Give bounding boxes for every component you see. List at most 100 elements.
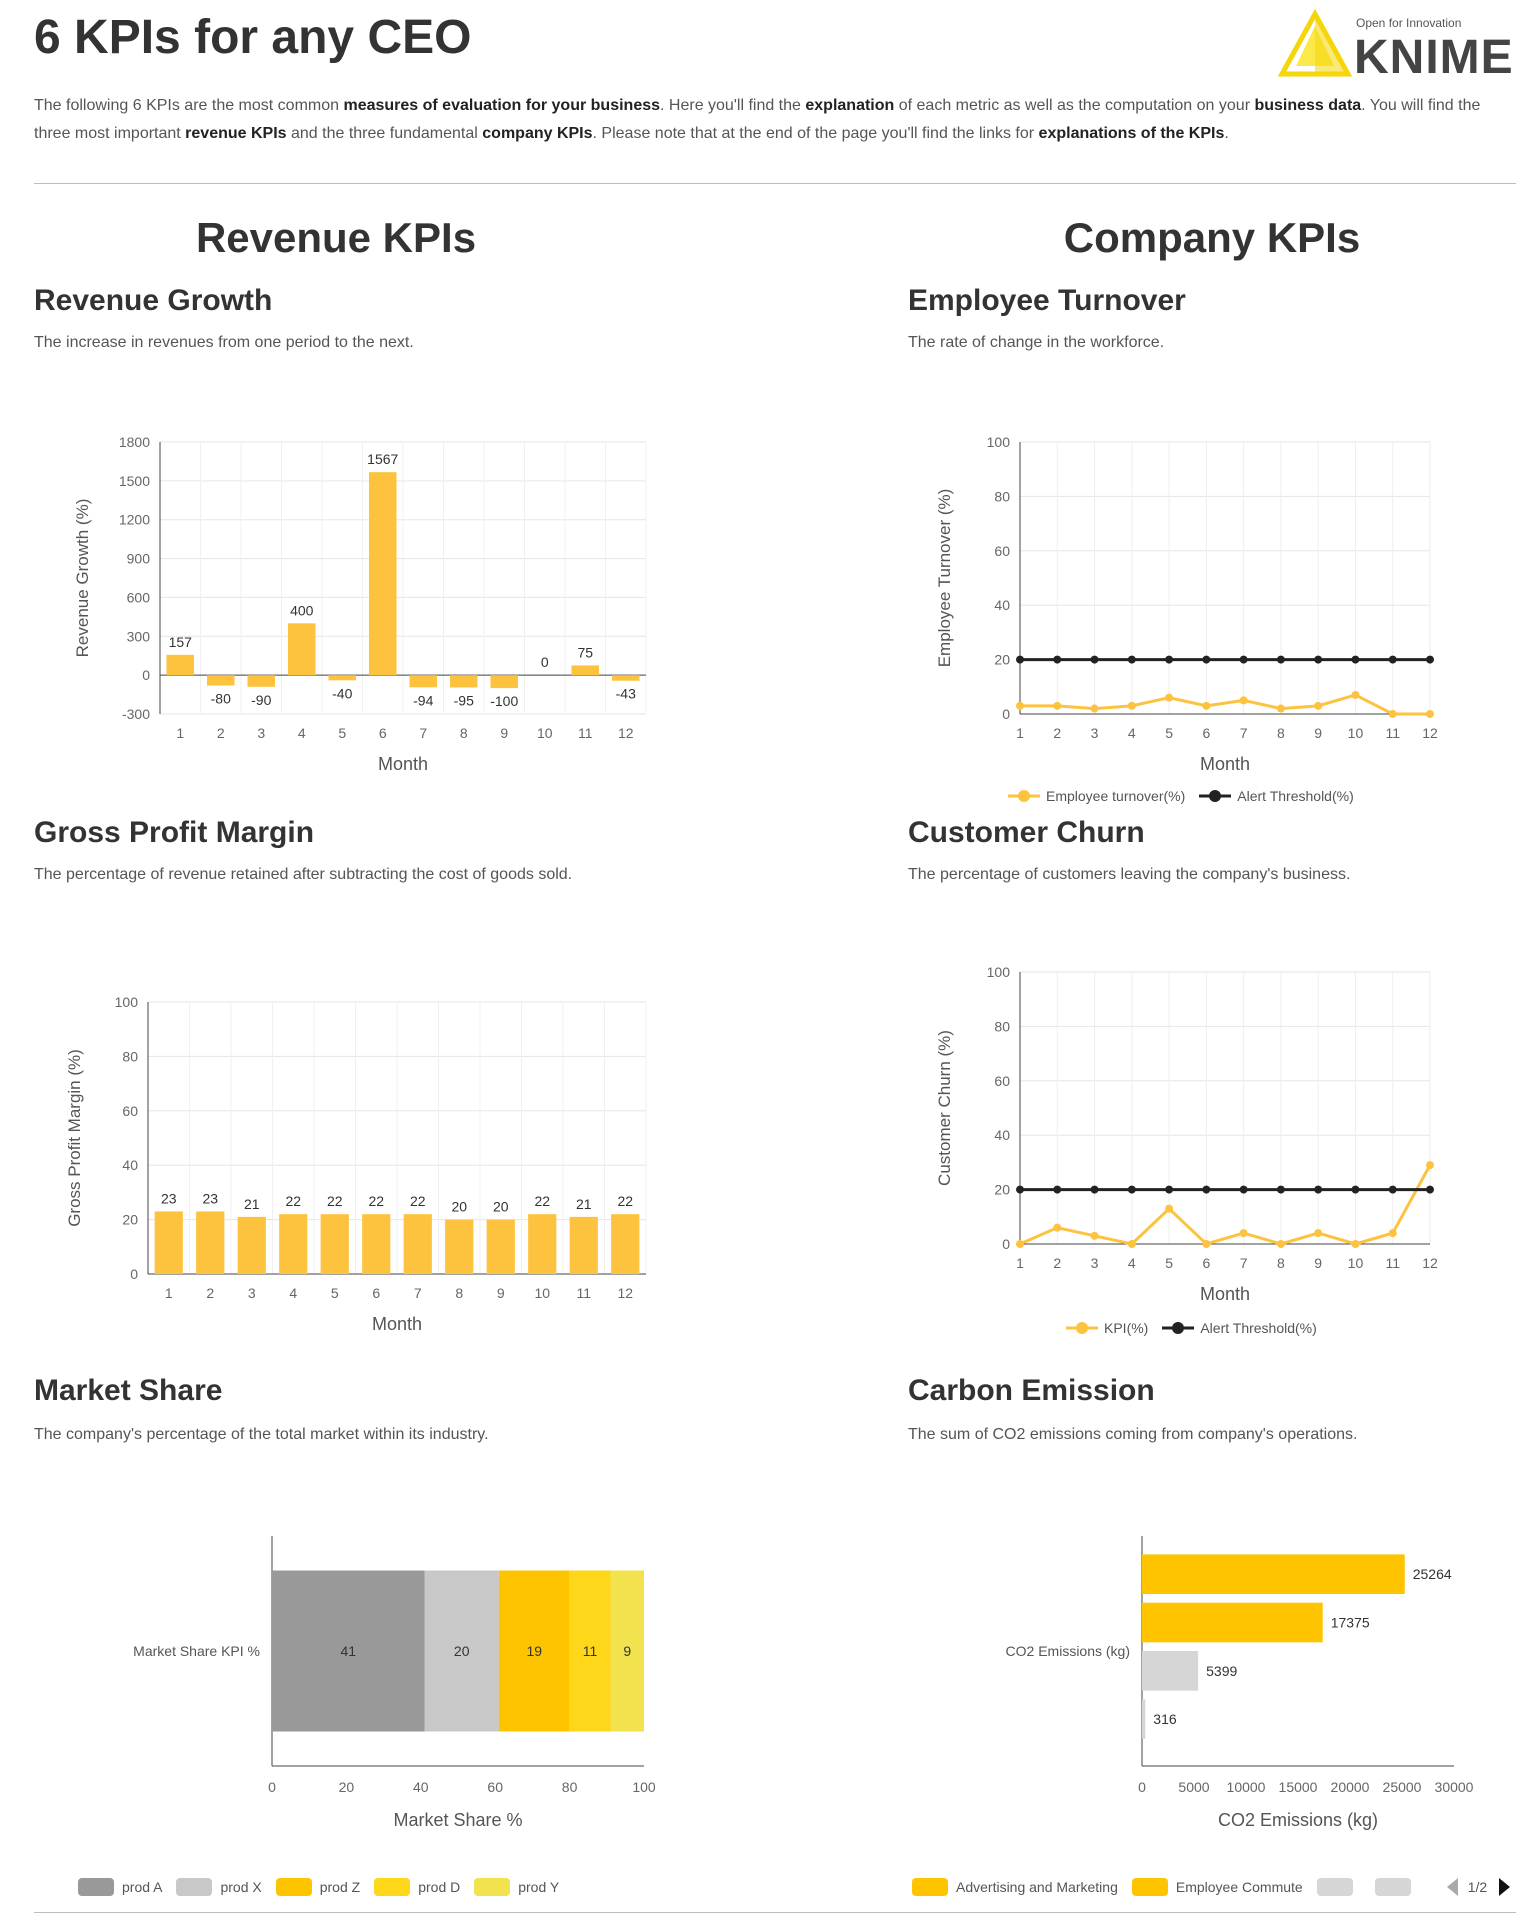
x-tick-label: 3	[248, 1285, 256, 1301]
bar-segment	[498, 1570, 570, 1732]
x-tick-label: 15000	[1279, 1779, 1318, 1795]
y-tick-label: 100	[115, 994, 139, 1010]
legend-item[interactable]: Alert Threshold(%)	[1199, 788, 1354, 804]
legend-item[interactable]: prod A	[78, 1878, 162, 1896]
data-label: -94	[413, 692, 433, 708]
intro-segment: .	[1224, 125, 1229, 142]
legend-swatch	[374, 1878, 411, 1896]
legend-item[interactable]: Alert Threshold(%)	[1162, 1320, 1317, 1336]
y-axis-label: Customer Churn (%)	[935, 1030, 954, 1186]
data-label: 22	[327, 1193, 343, 1209]
legend-item[interactable]: prod Y	[474, 1878, 559, 1896]
bar	[1142, 1699, 1146, 1739]
x-tick-label: 6	[1202, 1255, 1210, 1271]
y-tick-label: 80	[994, 488, 1010, 504]
series-line	[1019, 1164, 1432, 1246]
legend-swatch	[275, 1878, 312, 1896]
legend-label: Employee turnover(%)	[1046, 788, 1186, 804]
intro-segment: . You will find the three most important	[34, 97, 1481, 142]
x-tick-label: 4	[289, 1285, 297, 1301]
legend-label: prod A	[122, 1879, 163, 1895]
data-point	[1314, 701, 1323, 710]
market-share-chart: 0 20 40 60 80 100 41 20 19 11 9 Market Share KPI % M…	[133, 1536, 656, 1830]
y-axis-label: Revenue Growth (%)	[73, 499, 92, 658]
x-tick-label: 4	[1128, 1255, 1136, 1271]
y-tick-label: 600	[127, 589, 151, 605]
data-point	[1090, 1185, 1099, 1194]
x-tick-label: 0	[1138, 1779, 1146, 1795]
x-tick-label: 10	[534, 1285, 550, 1301]
x-tick-label: 1	[165, 1285, 173, 1301]
legend-item[interactable]	[1374, 1878, 1419, 1896]
data-label: 20	[493, 1199, 509, 1215]
bar	[1142, 1602, 1323, 1643]
legend-pager: 1/2	[1446, 1878, 1511, 1896]
data-point	[1127, 655, 1136, 664]
x-tick-label: 10	[1348, 725, 1364, 741]
x-tick-label: 1	[1016, 725, 1024, 741]
intro-segment: The following 6 KPIs are the most common	[34, 97, 344, 114]
company-kpis-heading: Company KPIs	[1063, 214, 1361, 261]
x-axis-label: Month	[378, 754, 428, 774]
data-label: 20	[451, 1199, 467, 1215]
x-tick-label: 100	[632, 1779, 656, 1795]
y-tick-label: 20	[994, 1182, 1010, 1198]
revenue-growth-desc: The increase in revenues from one period…	[34, 334, 414, 351]
x-tick-label: 8	[1277, 1255, 1285, 1271]
y-tick-label: -300	[122, 706, 150, 722]
legend-item[interactable]: prod Z	[275, 1878, 360, 1896]
bar	[611, 1214, 640, 1274]
bar	[490, 675, 519, 689]
customer-churn-title: Customer Churn	[908, 816, 1145, 849]
x-tick-label: 1	[176, 725, 184, 741]
logo-wordmark: KNIME	[1354, 31, 1514, 84]
legend-item[interactable]: Employee turnover(%)	[1008, 788, 1185, 804]
footer-divider	[34, 1912, 1516, 1913]
y-tick-label: 1800	[119, 434, 150, 450]
bar	[154, 1211, 183, 1274]
header-divider	[34, 183, 1516, 184]
legend-item[interactable]: KPI(%)	[1066, 1320, 1148, 1336]
bar	[445, 1219, 474, 1274]
data-point	[1016, 701, 1024, 710]
legend-item[interactable]: Advertising and Marketing	[912, 1878, 1118, 1896]
data-label: 316	[1153, 1711, 1177, 1727]
legend-item[interactable]	[1316, 1878, 1361, 1896]
y-tick-label: 40	[994, 1127, 1010, 1143]
data-label: -90	[251, 692, 271, 708]
x-tick-label: 7	[1240, 725, 1248, 741]
legend-prev-icon[interactable]	[1446, 1878, 1458, 1896]
market-share-desc: The company's percentage of the total ma…	[34, 1426, 489, 1443]
bar	[571, 665, 600, 676]
data-point	[1165, 693, 1174, 702]
data-point	[1202, 1185, 1211, 1194]
y-tick-label: 40	[994, 597, 1010, 613]
x-tick-label: 12	[617, 1285, 633, 1301]
legend-swatch	[1374, 1878, 1411, 1896]
legend-next-icon[interactable]	[1499, 1878, 1511, 1896]
x-tick-label: 7	[1240, 1255, 1248, 1271]
y-tick-label: 900	[127, 551, 151, 567]
data-point	[1388, 710, 1397, 718]
legend-item[interactable]: Employee Commute	[1131, 1878, 1303, 1896]
data-point	[1314, 1229, 1323, 1238]
legend-item[interactable]: prod X	[176, 1878, 262, 1896]
data-label: -43	[616, 686, 636, 702]
data-point	[1127, 701, 1136, 710]
legend-item[interactable]: prod D	[374, 1878, 460, 1896]
carbon-emission-chart: 0 5000 10000 15000 20000 25000 30000 25264 17375…	[1006, 1536, 1474, 1830]
data-label: 22	[410, 1193, 426, 1209]
data-label: 1567	[367, 451, 398, 467]
data-point	[1090, 704, 1099, 713]
data-point	[1016, 1240, 1024, 1248]
bar	[409, 675, 438, 688]
y-tick-label: 60	[994, 543, 1010, 559]
data-point	[1276, 655, 1285, 664]
legend-swatch	[1316, 1878, 1353, 1896]
bar	[528, 1214, 557, 1274]
x-tick-label: 30000	[1435, 1779, 1474, 1795]
bar	[166, 654, 195, 676]
data-point	[1239, 1185, 1248, 1194]
bar-segment	[610, 1570, 644, 1732]
data-point	[1239, 1229, 1248, 1238]
